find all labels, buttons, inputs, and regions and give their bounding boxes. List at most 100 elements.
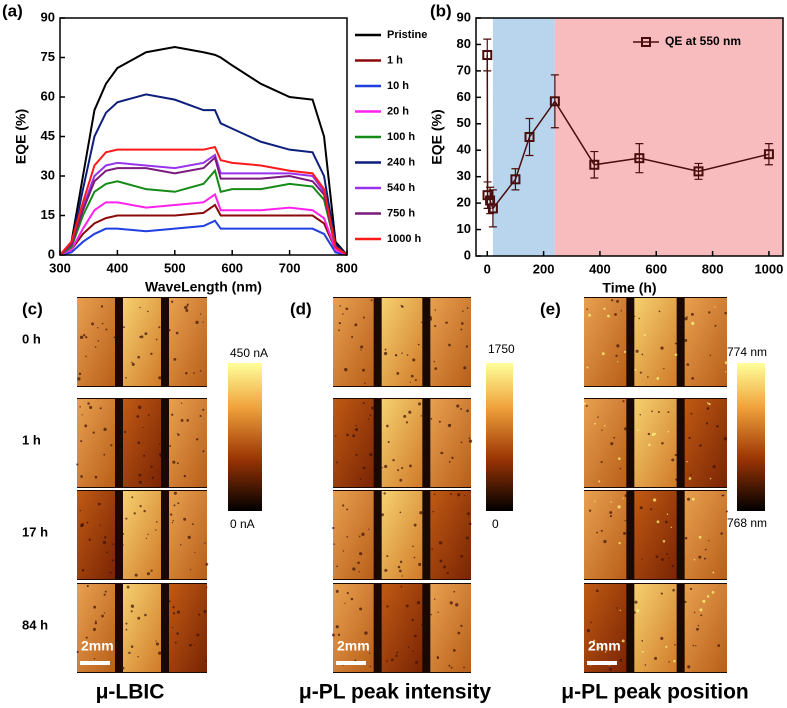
map-speck <box>123 430 127 434</box>
map-speck <box>662 540 666 543</box>
legend-label: 1000 h <box>387 233 422 245</box>
map-speck <box>452 649 456 652</box>
map-image <box>583 398 728 488</box>
map-cell <box>333 298 374 386</box>
map-speck <box>712 465 716 469</box>
map-speck <box>352 567 356 571</box>
map-speck <box>102 540 107 545</box>
map-speck <box>206 586 208 588</box>
map-speck <box>462 310 464 313</box>
map-speck <box>97 340 100 342</box>
map-speck <box>460 441 463 444</box>
map-speck <box>610 442 614 446</box>
map-speck <box>175 331 179 335</box>
map-cell <box>584 491 627 579</box>
map-speck <box>103 427 107 431</box>
map-speck <box>80 440 83 443</box>
map-speck <box>173 504 176 507</box>
map-speck <box>180 402 183 404</box>
map-speck <box>357 561 360 565</box>
map-speck <box>617 505 621 509</box>
map-speck <box>403 414 407 418</box>
map-speck <box>397 469 400 472</box>
map-cell <box>123 584 161 672</box>
map-speck <box>335 589 339 593</box>
map-speck <box>670 526 673 529</box>
y-tick-label: 40 <box>457 142 471 157</box>
map-cell <box>430 584 471 672</box>
map-speck <box>417 343 420 346</box>
map-speck <box>139 306 141 309</box>
legend-label: 240 h <box>387 156 415 168</box>
map-speck <box>335 435 337 437</box>
series-line <box>59 219 348 256</box>
map-speck <box>394 354 398 357</box>
map-image <box>584 297 729 387</box>
map-speck <box>384 464 388 469</box>
y-tick-label: 0 <box>48 246 55 261</box>
map-speck <box>652 498 657 502</box>
x-tick-label: 400 <box>589 261 611 276</box>
map-speck <box>193 372 195 374</box>
map-speck <box>614 313 617 316</box>
map-speck <box>147 533 149 535</box>
map-speck <box>173 491 177 495</box>
map-speck <box>198 613 201 616</box>
map-speck <box>173 358 177 361</box>
shaded-region <box>492 18 555 256</box>
map-speck <box>725 371 727 373</box>
map-speck <box>155 529 157 531</box>
map-speck <box>130 610 133 613</box>
map-speck <box>131 362 135 366</box>
map-speck <box>624 427 628 431</box>
map-speck <box>604 649 607 652</box>
map-speck <box>396 651 399 654</box>
map-speck <box>453 590 456 593</box>
map-speck <box>413 523 417 527</box>
x-tick-label: 800 <box>336 260 358 275</box>
map-speck <box>172 612 176 615</box>
map-speck <box>460 322 464 325</box>
plot-frame <box>475 17 784 257</box>
map-speck <box>641 639 644 642</box>
map-speck <box>85 336 88 339</box>
map-speck <box>597 416 599 418</box>
map-speck <box>660 592 663 595</box>
map-speck <box>656 520 660 524</box>
map-speck <box>158 326 161 329</box>
map-speck <box>82 334 86 337</box>
map-speck <box>419 511 423 515</box>
map-speck <box>76 463 79 466</box>
x-axis-label: Time (h) <box>602 280 656 296</box>
map-speck <box>335 625 339 629</box>
map-speck <box>176 632 179 635</box>
map-cell <box>123 491 161 579</box>
map-speck <box>140 335 144 339</box>
data-point <box>763 149 774 160</box>
map-speck <box>104 590 107 593</box>
map-speck <box>142 426 144 429</box>
colorbar-min: 768 nm <box>727 516 767 530</box>
map-speck <box>122 326 125 329</box>
map-speck <box>433 360 435 363</box>
map-speck <box>595 589 599 593</box>
map-speck <box>686 497 691 501</box>
map-speck <box>346 508 349 511</box>
map-speck <box>338 322 341 325</box>
map-speck <box>369 665 372 668</box>
map-cell <box>684 298 727 386</box>
map-speck <box>360 349 362 351</box>
map-speck <box>438 420 441 423</box>
map-speck <box>671 564 675 568</box>
map-speck <box>386 555 389 558</box>
map-speck <box>668 557 670 559</box>
map-speck <box>443 565 446 569</box>
map-speck <box>650 508 653 511</box>
map-speck <box>687 665 691 669</box>
map-speck <box>705 422 709 425</box>
map-cell <box>634 491 677 579</box>
map-speck <box>455 603 459 607</box>
y-tick-label: 80 <box>457 36 471 51</box>
map-speck <box>634 600 638 604</box>
map-speck <box>434 309 437 311</box>
